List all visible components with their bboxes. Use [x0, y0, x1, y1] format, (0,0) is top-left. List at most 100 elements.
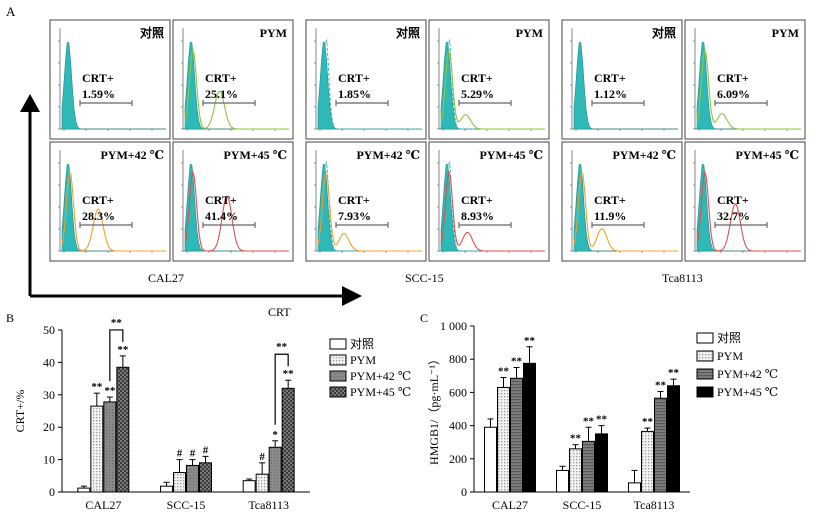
significance-mark: **	[668, 367, 680, 379]
category-label: Tca8113	[248, 498, 289, 512]
condition-label: 对照	[396, 25, 420, 40]
cell-line-label: Tca8113	[662, 271, 703, 285]
gate-label: CRT+	[461, 193, 493, 207]
legend-label: PYM+45 ℃	[350, 385, 411, 399]
bar	[116, 366, 130, 493]
gate-percent: 1.59%	[82, 87, 115, 101]
significance-bracket	[274, 353, 289, 425]
significance-mark: **	[583, 415, 595, 427]
gate-label: CRT+	[82, 193, 114, 207]
panel-letter-a: A	[6, 4, 16, 19]
y-tick-label: 40	[43, 355, 55, 369]
significance-mark: *	[272, 429, 278, 441]
histogram-panel: 对照 CRT+ 1.12%	[561, 19, 683, 140]
bar	[654, 397, 667, 493]
bar	[268, 446, 282, 493]
legend-label: 对照	[350, 337, 374, 351]
y-axis-label: HMGB1/（pg·mL⁻¹）	[427, 353, 441, 465]
control-histogram	[61, 41, 166, 130]
gate-label: CRT+	[338, 193, 370, 207]
significance-mark: **	[511, 356, 523, 368]
gate-label: CRT+	[717, 71, 749, 85]
histogram-panel: PYM+42 ℃ CRT+ 11.9%	[561, 141, 683, 262]
x-arrow-head	[342, 286, 362, 306]
bar	[103, 401, 117, 493]
treatment-histogram	[696, 170, 801, 252]
significance-mark: **	[91, 381, 103, 393]
significance-bracket	[109, 329, 124, 382]
histogram-panel: 对照 CRT+ 1.59%	[49, 19, 171, 140]
bar	[582, 440, 595, 493]
gate-percent: 1.12%	[594, 87, 627, 101]
y-tick-label: 400	[449, 419, 467, 433]
significance-mark: #	[203, 444, 209, 456]
bar	[77, 487, 91, 493]
y-tick-label: 0	[461, 485, 467, 499]
legend-label: 对照	[717, 331, 741, 345]
significance-mark: #	[259, 451, 265, 463]
condition-label: PYM+42 ℃	[356, 148, 420, 162]
histogram-panel: 对照 CRT+ 1.85%	[305, 19, 427, 140]
category-label: Tca8113	[634, 498, 675, 512]
y-arrow-head	[20, 94, 40, 112]
bar	[90, 405, 104, 493]
gate-label: CRT+	[338, 71, 370, 85]
panel-letter: C	[420, 311, 428, 325]
bar	[497, 386, 510, 493]
legend-swatch	[696, 368, 714, 380]
histogram-panel: PYM CRT+ 25.1%	[172, 19, 294, 140]
bar	[199, 462, 212, 493]
condition-label: PYM+42 ℃	[100, 148, 164, 162]
gate-percent: 25.1%	[205, 87, 238, 101]
treatment-histogram	[61, 170, 166, 252]
reference-curve	[317, 38, 422, 130]
bar	[484, 426, 497, 493]
legend-label: PYM	[717, 349, 743, 363]
panel-c-chart: C 0 200 400 600 800 1 000 HMGB1/（pg·mL⁻¹） CAL27 S…	[420, 311, 778, 512]
category-label: CAL27	[85, 498, 121, 512]
bar	[173, 472, 186, 493]
significance-mark: #	[177, 448, 183, 460]
treatment-histogram	[440, 170, 545, 252]
condition-label: PYM+42 ℃	[612, 148, 676, 162]
bar	[595, 433, 608, 493]
histogram-panel: PYM+45 ℃ CRT+ 41.4%	[172, 141, 294, 262]
gate-label: CRT+	[594, 71, 626, 85]
legend-swatch	[329, 370, 347, 382]
gate-percent: 6.09%	[717, 87, 750, 101]
control-histogram	[573, 41, 678, 130]
histogram-panel: PYM+42 ℃ CRT+ 28.3%	[49, 141, 171, 262]
legend-swatch	[329, 354, 347, 366]
treatment-histogram	[440, 48, 545, 130]
histogram-panel: PYM+42 ℃ CRT+ 7.93%	[305, 141, 427, 262]
treatment-histogram	[573, 170, 678, 252]
y-tick-label: 10	[43, 453, 55, 467]
bar	[255, 473, 269, 493]
legend-swatch	[696, 332, 714, 344]
y-tick-label: 0	[49, 485, 55, 499]
gate-label: CRT+	[461, 71, 493, 85]
gate-percent: 11.9%	[594, 209, 626, 223]
significance-mark: **	[104, 385, 116, 397]
condition-label: PYM	[260, 26, 287, 40]
category-label: SCC-15	[167, 498, 206, 512]
condition-label: 对照	[652, 25, 676, 40]
gate-label: CRT+	[205, 193, 237, 207]
gate-percent: 32.7%	[717, 209, 750, 223]
condition-label: 对照	[140, 25, 164, 40]
bracket-label: **	[111, 317, 123, 329]
significance-mark: **	[596, 414, 608, 426]
histogram-panel: PYM+45 ℃ CRT+ 8.93%	[428, 141, 550, 262]
treatment-histogram	[184, 48, 289, 130]
significance-mark: **	[642, 416, 654, 428]
cell-line-label: CAL27	[148, 271, 184, 285]
y-tick-label: 200	[449, 452, 467, 466]
significance-mark: #	[190, 448, 196, 460]
bracket-label: **	[276, 341, 288, 353]
significance-mark: **	[655, 380, 667, 392]
legend-swatch	[696, 386, 714, 398]
bar	[510, 377, 523, 493]
significance-mark: **	[498, 365, 510, 377]
